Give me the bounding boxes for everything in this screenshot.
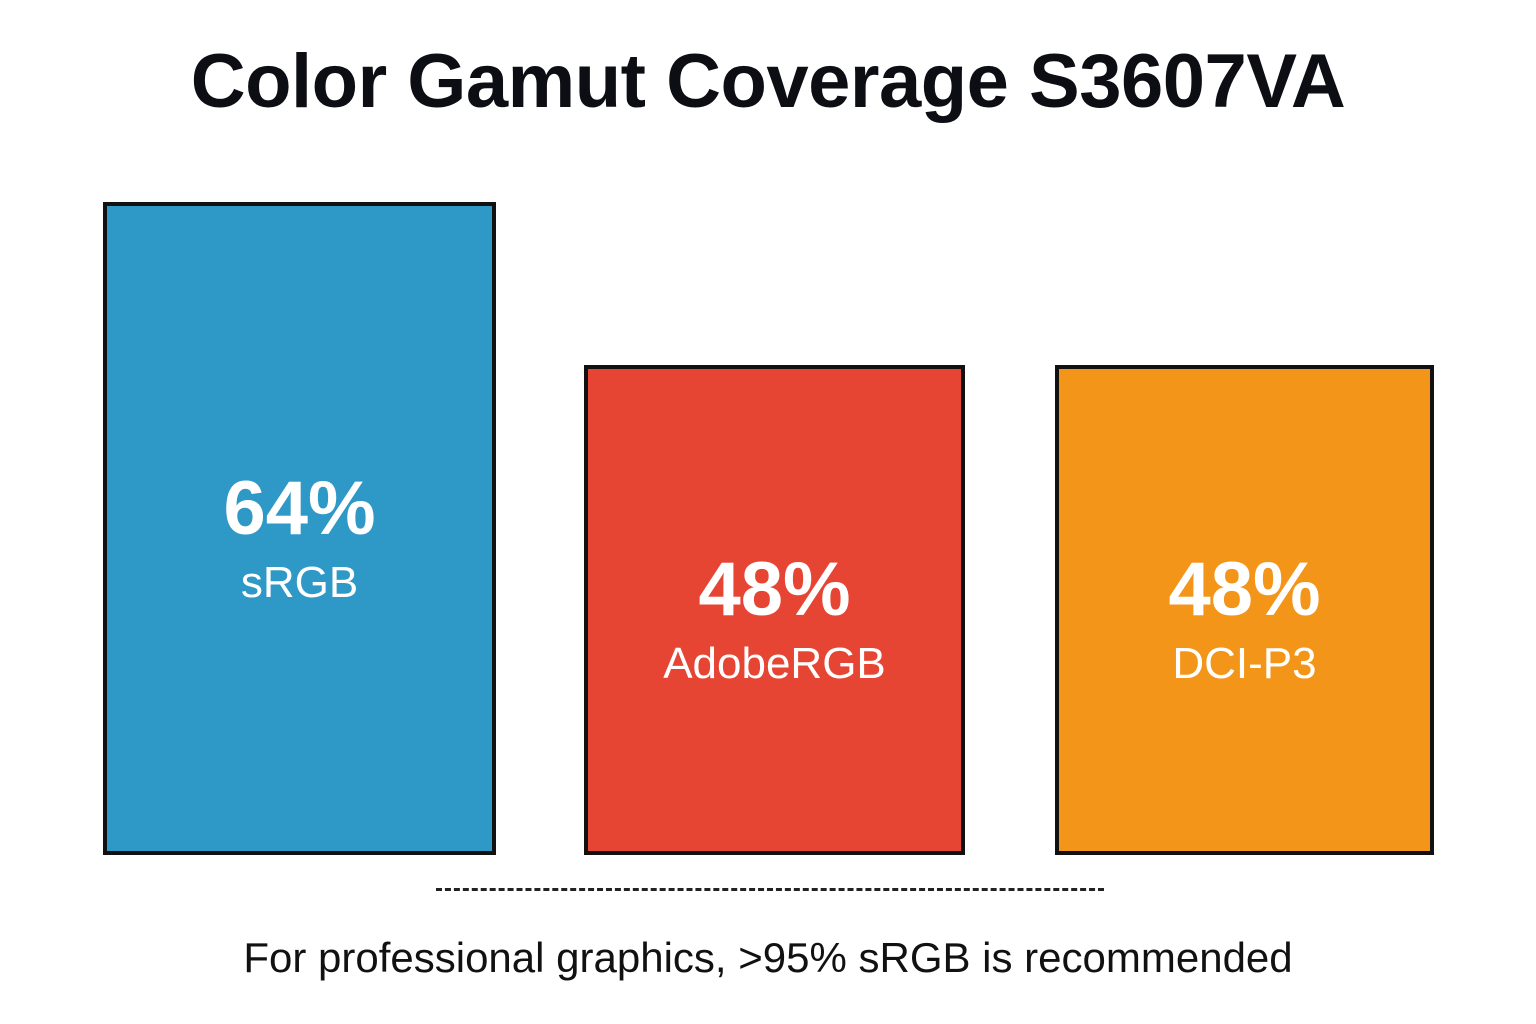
dashed-divider [436, 888, 1104, 891]
bar-category-label: sRGB [240, 557, 359, 607]
bar-category-label: AdobeRGB [663, 639, 886, 688]
chart-title: Color Gamut Coverage S3607VA [190, 39, 1346, 124]
bar-value-label: 48% [698, 547, 851, 632]
bar-srgb: 64% sRGB [103, 202, 496, 855]
bar-value-label: 48% [1168, 547, 1321, 632]
footnote-annotation: For professional graphics, >95% sRGB is … [243, 934, 1293, 981]
bar-dci-p3: 48% DCI-P3 [1055, 365, 1434, 855]
bar-adobergb: 48% AdobeRGB [584, 365, 965, 855]
bar-category-label: DCI-P3 [1172, 639, 1317, 688]
bar-value-label: 64% [223, 465, 376, 551]
